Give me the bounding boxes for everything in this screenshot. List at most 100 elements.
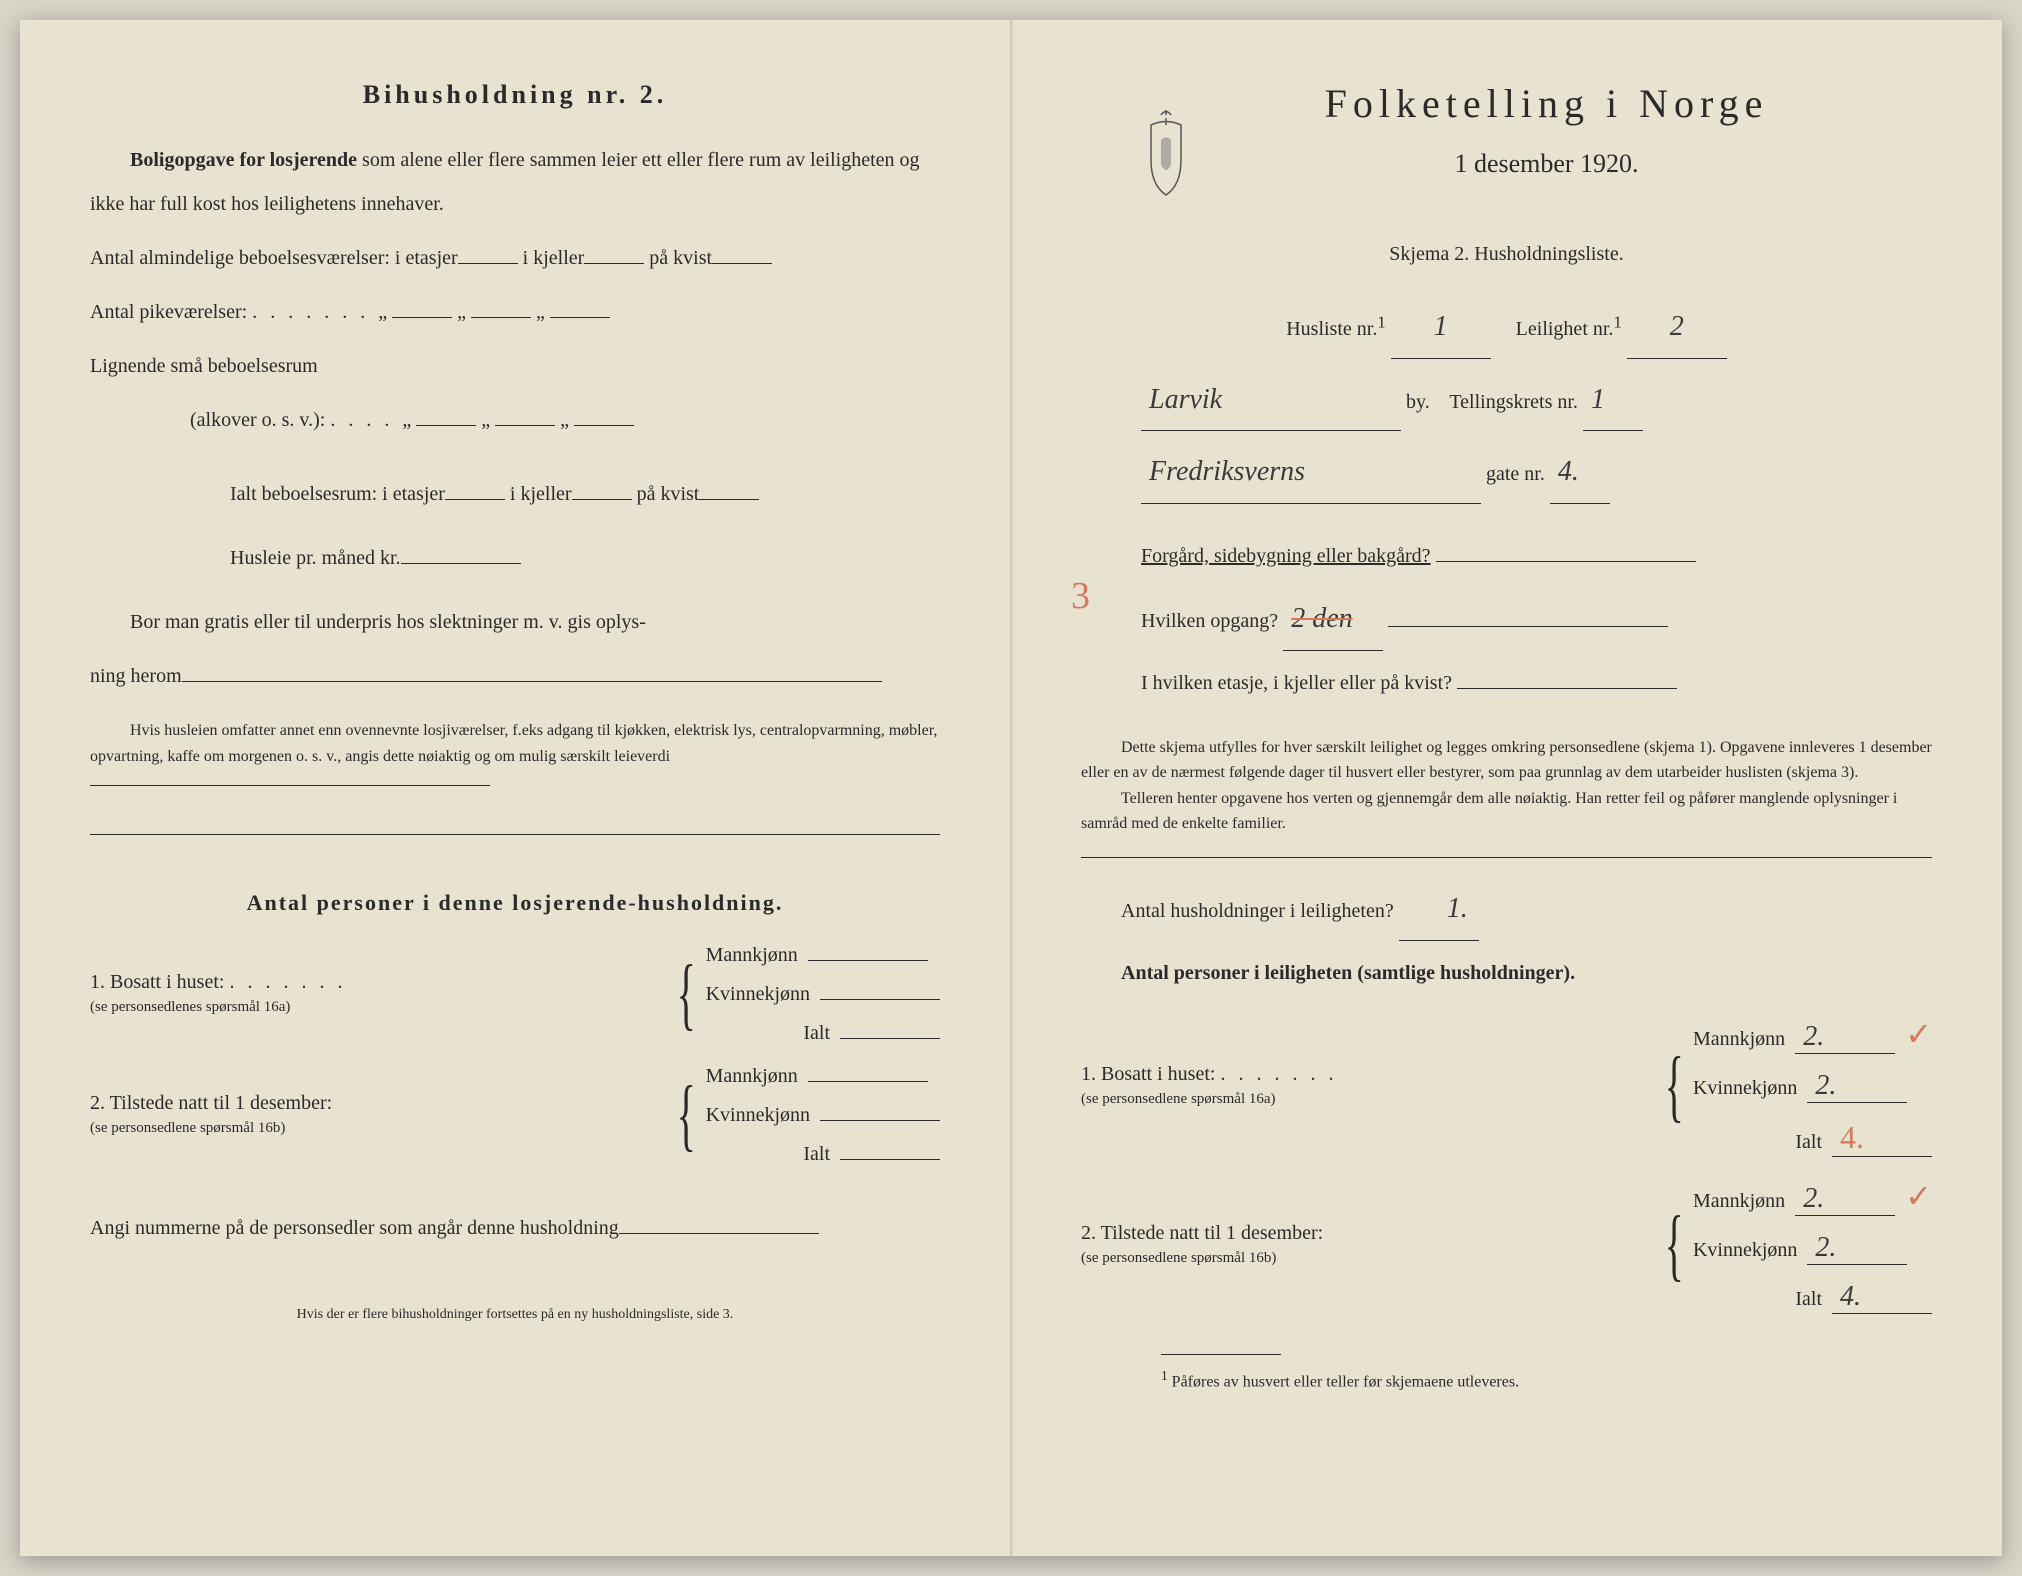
ialt-blank2[interactable] — [572, 499, 632, 500]
brace-icon-4: { — [1664, 1221, 1683, 1269]
kjeller-blank[interactable] — [584, 263, 644, 264]
gratis-label: ning herom — [90, 665, 182, 687]
date-subtitle: 1 desember 1920. — [1081, 135, 1932, 192]
rq1-text: Bosatt i huset: — [1101, 1063, 1215, 1085]
sim-blank3[interactable] — [574, 425, 634, 426]
similar-dots: . . . . — [330, 409, 402, 431]
forgard-blank[interactable] — [1436, 561, 1696, 562]
small-blank[interactable] — [90, 785, 490, 786]
q1-dots: . . . . . . . — [229, 971, 346, 993]
rq1-ialt-val[interactable]: 4. — [1832, 1119, 1932, 1157]
q1-ialt-blank[interactable] — [840, 1038, 940, 1039]
gratis-blank[interactable] — [182, 681, 882, 682]
rq1-left: 1. Bosatt i huset: . . . . . . . (se per… — [1081, 1063, 1655, 1109]
right-q2-block: 2. Tilstede natt til 1 desember: (se per… — [1081, 1177, 1932, 1314]
instructions-1: Dette skjema utfylles for hver særskilt … — [1081, 735, 1932, 786]
etasjer-blank[interactable] — [458, 263, 518, 264]
small-text: Hvis husleien omfatter annet enn ovennev… — [90, 722, 937, 765]
q1-kvinne-blank[interactable] — [820, 999, 940, 1000]
rq2-text: Tilstede natt til 1 desember: — [1101, 1222, 1324, 1244]
gate-line: Fredriksverns gate nr. 4. — [1081, 441, 1932, 504]
tellingskrets-value[interactable]: 1 — [1583, 369, 1643, 432]
ialt-label: Ialt beboelsesrum: i etasjer — [230, 483, 445, 505]
q1-left: 1. Bosatt i huset: . . . . . . . (se per… — [90, 971, 667, 1017]
pike-quote2: „ — [457, 301, 466, 323]
pike-blank2[interactable] — [471, 317, 531, 318]
forgard-label: Forgård, sidebygning eller bakgård? — [1141, 545, 1431, 567]
rialt-label-1: Ialt — [1795, 1131, 1822, 1154]
opgang-label: Hvilken opgang? — [1141, 610, 1278, 632]
skjema-line: Skjema 2. Husholdningsliste. — [1081, 232, 1932, 276]
intro-paragraph: Boligopgave for losjerende som alene ell… — [90, 138, 940, 226]
forgard-line: Forgård, sidebygning eller bakgård? — [1141, 534, 1932, 578]
gate-nr-value[interactable]: 4. — [1550, 441, 1610, 504]
footnote: 1 Påføres av husvert eller teller før sk… — [1081, 1365, 1932, 1395]
opgang-blank[interactable] — [1388, 626, 1668, 627]
gratis-line1: Bor man gratis eller til underpris hos s… — [90, 600, 940, 644]
sim-blank2[interactable] — [495, 425, 555, 426]
ialt-label-1: Ialt — [803, 1022, 830, 1045]
kvinne-label: Kvinnekjønn — [706, 983, 810, 1006]
rent-blank[interactable] — [401, 563, 521, 564]
antal-pers-title: Antal personer i leiligheten (samtlige h… — [1081, 951, 1932, 995]
coat-of-arms-icon — [1131, 110, 1201, 200]
instructions-2: Telleren henter opgavene hos verten og g… — [1081, 786, 1932, 837]
rq1-kvinne-val[interactable]: 2. — [1807, 1070, 1907, 1103]
gate-value[interactable]: Fredriksverns — [1141, 441, 1481, 504]
antal-hush-line: Antal husholdninger i leiligheten? 1. — [1081, 878, 1932, 941]
pike-blank3[interactable] — [550, 317, 610, 318]
ialt-end: på kvist — [637, 483, 700, 505]
by-value[interactable]: Larvik — [1141, 369, 1401, 432]
left-title: Bihusholdning nr. 2. — [90, 80, 940, 110]
q2-mann-blank[interactable] — [808, 1081, 928, 1082]
rooms-label: Antal almindelige beboelsesværelser: i e… — [90, 247, 458, 269]
rq2-ialt-val[interactable]: 4. — [1832, 1281, 1932, 1314]
antal-hush-value[interactable]: 1. — [1399, 878, 1479, 941]
left-page: Bihusholdning nr. 2. Boligopgave for los… — [20, 20, 1011, 1556]
q2-num: 2. — [90, 1092, 105, 1114]
rq1-dots: . . . . . . . — [1220, 1063, 1337, 1085]
etasje-label: I hvilken etasje, i kjeller eller på kvi… — [1141, 672, 1452, 694]
rooms-line: Antal almindelige beboelsesværelser: i e… — [90, 236, 940, 280]
rmann-label: Mannkjønn — [1693, 1028, 1785, 1051]
small-blank-line[interactable] — [90, 815, 940, 835]
ialt-blank3[interactable] — [699, 499, 759, 500]
leilighet-value[interactable]: 2 — [1627, 296, 1727, 359]
husliste-value[interactable]: 1 — [1391, 296, 1491, 359]
ialt-label-2: Ialt — [803, 1143, 830, 1166]
etasje-blank[interactable] — [1457, 688, 1677, 689]
sim-blank1[interactable] — [416, 425, 476, 426]
sim-quote: „ — [402, 409, 411, 431]
rq1-num: 1. — [1081, 1063, 1096, 1085]
rq2-mann-val[interactable]: 2. — [1795, 1183, 1895, 1216]
brace-icon-2: { — [677, 1091, 696, 1139]
similar-label: (alkover o. s. v.): — [190, 409, 325, 431]
q2-text: Tilstede natt til 1 desember: — [110, 1092, 333, 1114]
right-q1-block: 1. Bosatt i huset: . . . . . . . (se per… — [1081, 1015, 1932, 1157]
intro-bold: Boligopgave for losjerende — [130, 149, 357, 171]
ialt-rooms-line: Ialt beboelsesrum: i etasjer i kjeller p… — [90, 472, 940, 516]
pike-blank1[interactable] — [392, 317, 452, 318]
left-q1-block: 1. Bosatt i huset: . . . . . . . (se per… — [90, 944, 940, 1045]
pike-label: Antal pikeværelser: — [90, 301, 247, 323]
opgang-value[interactable]: 2 den — [1283, 588, 1383, 651]
ialt-blank1[interactable] — [445, 499, 505, 500]
kvist-blank[interactable] — [712, 263, 772, 264]
q1-mann-blank[interactable] — [808, 960, 928, 961]
q1-right: Mannkjønn Kvinnekjønn Ialt — [706, 944, 940, 1045]
gate-label: gate nr. — [1486, 463, 1545, 485]
left-footer: Hvis der er flere bihusholdninger fortse… — [90, 1300, 940, 1331]
q2-ialt-blank[interactable] — [840, 1159, 940, 1160]
angi-blank[interactable] — [619, 1233, 819, 1234]
rq1-mann-val[interactable]: 2. — [1795, 1021, 1895, 1054]
rq2-kvinne-val[interactable]: 2. — [1807, 1232, 1907, 1265]
leilighet-label: Leilighet nr. — [1516, 318, 1614, 340]
pike-quote3: „ — [536, 301, 545, 323]
right-page: Folketelling i Norge 1 desember 1920. Sk… — [1011, 20, 2002, 1556]
footnote-text: Påføres av husvert eller teller før skje… — [1172, 1373, 1519, 1390]
q2-kvinne-blank[interactable] — [820, 1120, 940, 1121]
opgang-line: Hvilken opgang? 2 den — [1141, 588, 1932, 651]
angi-line: Angi nummerne på de personsedler som ang… — [90, 1206, 940, 1250]
pike-dots: . . . . . . . — [252, 301, 378, 323]
by-line: Larvik by. Tellingskrets nr. 1 — [1081, 369, 1932, 432]
